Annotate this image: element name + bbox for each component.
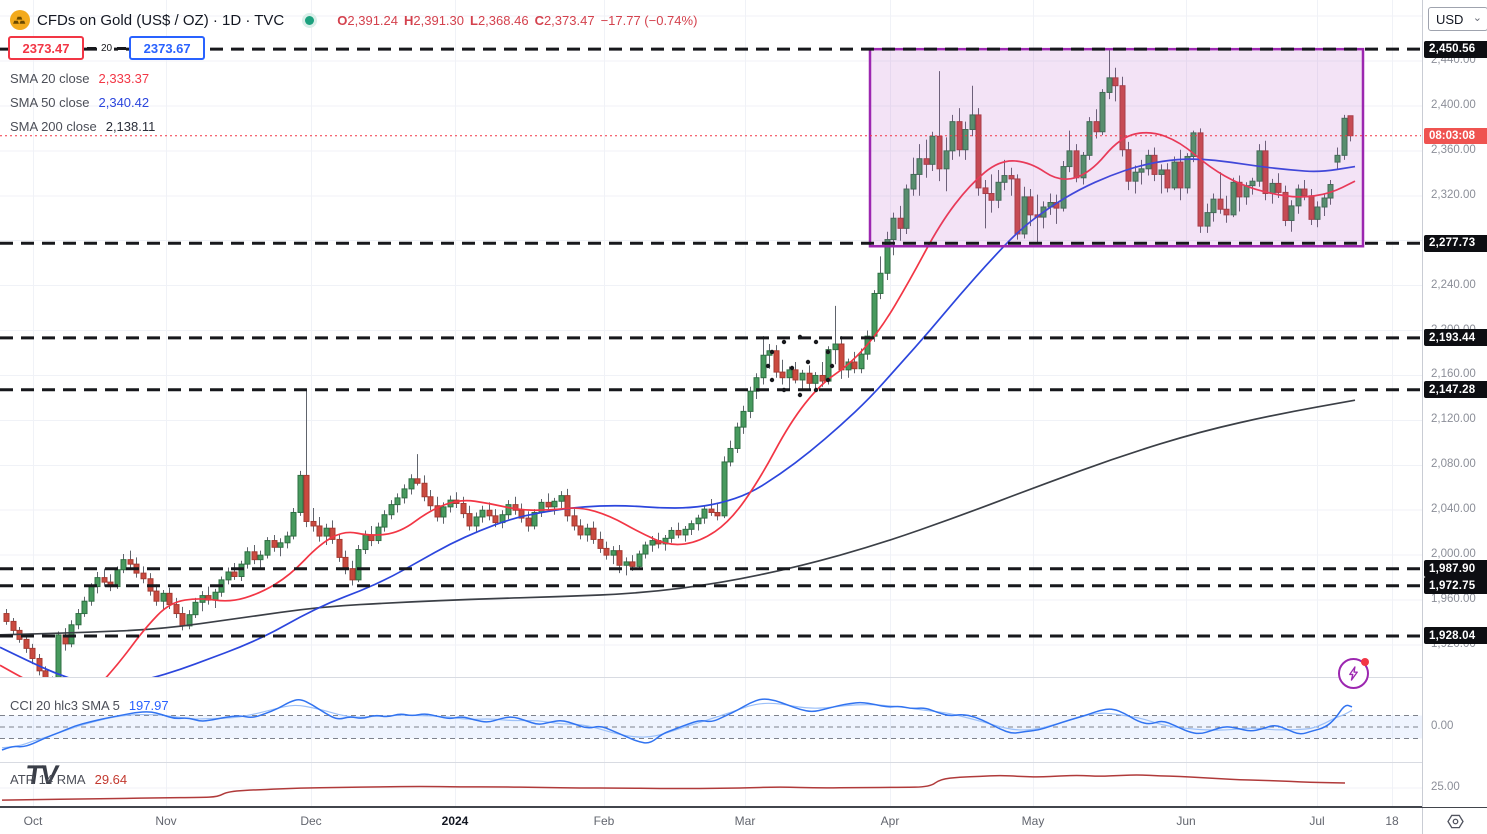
price-level-badge: 2,450.56 xyxy=(1424,40,1487,58)
atr-value: 29.64 xyxy=(94,771,128,787)
sma200-name: SMA 200 close xyxy=(10,118,97,134)
price-level-badge: 1,928.04 xyxy=(1424,627,1487,645)
price-scale[interactable]: USD ⌄ 2,440.00 2,400.00 2,360.00 2,320.00 2,… xyxy=(1422,0,1487,807)
sma20-name: SMA 20 close xyxy=(10,70,90,86)
cci-pane[interactable] xyxy=(0,698,1422,751)
high-label: H xyxy=(404,12,414,28)
time-tick-label: Feb xyxy=(593,814,615,828)
sma200-legend-row[interactable]: SMA 200 close 2,138.11 xyxy=(10,114,155,138)
hexagon-settings-icon xyxy=(1447,814,1464,828)
symbol-legend[interactable]: CFDs on Gold (US$ / OZ) · 1D · TVC O2,39… xyxy=(10,9,697,31)
time-axis-border xyxy=(0,806,1487,808)
time-tick-label: Apr xyxy=(880,814,900,828)
sma50-line xyxy=(0,158,1356,677)
buy-button[interactable]: 2373.67 xyxy=(129,36,206,60)
sma200-value: 2,138.11 xyxy=(105,118,156,134)
open-value: 2,391.24 xyxy=(347,12,398,28)
cci-legend-row[interactable]: CCI 20 hlc3 SMA 5 197.97 xyxy=(10,693,169,717)
market-status-icon[interactable] xyxy=(305,15,315,25)
gold-symbol-icon xyxy=(10,10,30,30)
spread-connector-right xyxy=(117,46,127,50)
cci-name: CCI 20 hlc3 SMA 5 xyxy=(10,697,120,713)
time-tick-label: Jul xyxy=(1309,814,1325,828)
price-tick-label: 2,240.00 xyxy=(1431,278,1476,291)
highlight-zone[interactable] xyxy=(868,47,1365,248)
high-value: 2,391.30 xyxy=(413,12,464,28)
time-tick-label: 18 xyxy=(1385,814,1399,828)
symbol-title[interactable]: CFDs on Gold (US$ / OZ) · 1D · TVC xyxy=(37,11,285,29)
time-tick-label: Nov xyxy=(155,814,177,828)
gridlines xyxy=(0,0,1422,806)
time-scale[interactable]: Oct Nov Dec 2024 Feb Mar Apr May Jun Jul 18 xyxy=(0,808,1487,834)
price-tick-label: 2,360.00 xyxy=(1431,143,1476,156)
price-level-badge: 1,987.90 xyxy=(1424,560,1487,578)
sma50-value: 2,340.42 xyxy=(98,94,150,110)
sell-button[interactable]: 2373.47 xyxy=(8,36,84,60)
time-tick-label: Mar xyxy=(734,814,756,828)
price-level-badge: 1,972.75 xyxy=(1424,577,1487,595)
price-tick-label: 2,000.00 xyxy=(1431,548,1476,561)
candlestick-chart[interactable] xyxy=(0,0,1422,807)
sma20-legend-row[interactable]: SMA 20 close 2,333.37 xyxy=(10,66,155,90)
close-value: 2,373.47 xyxy=(543,12,595,28)
open-label: O xyxy=(337,12,348,28)
price-level-lines[interactable] xyxy=(0,47,1421,638)
spread-connector-left xyxy=(87,46,96,50)
price-tick-label: 2,320.00 xyxy=(1431,188,1476,201)
price-tick-label: 2,400.00 xyxy=(1431,98,1476,111)
time-tick-label: Oct xyxy=(23,814,43,828)
atr-pane[interactable] xyxy=(1,774,1346,801)
atr-line xyxy=(1,774,1346,801)
currency-label: USD xyxy=(1436,11,1464,27)
close-label: C xyxy=(534,12,544,28)
price-pane[interactable] xyxy=(0,47,1365,697)
price-level-badge: 2,147.28 xyxy=(1424,381,1487,399)
price-tick-label: 2,120.00 xyxy=(1431,413,1476,426)
indicator-legend: SMA 20 close 2,333.37 SMA 50 close 2,340… xyxy=(10,66,155,138)
price-tick-label: 1,960.00 xyxy=(1431,593,1476,606)
spread-label: 20 xyxy=(99,42,115,54)
price-tick-label: 2,040.00 xyxy=(1431,503,1476,516)
atr-name: ATR 14 RMA xyxy=(10,771,86,787)
sma50-name: SMA 50 close xyxy=(10,94,90,110)
cci-value: 197.97 xyxy=(128,697,169,713)
atr-tick-label: 25.00 xyxy=(1431,781,1460,793)
price-level-badge: 2,277.73 xyxy=(1424,234,1487,252)
price-tick-label: 2,160.00 xyxy=(1431,368,1476,381)
sma20-line xyxy=(0,131,1356,677)
low-label: L xyxy=(470,12,478,28)
ohlc-values: O2,391.24 H2,391.30 L2,368.46 C2,373.47 … xyxy=(337,13,697,28)
low-value: 2,368.46 xyxy=(477,12,529,28)
time-tick-label: 2024 xyxy=(441,814,469,828)
bid-ask-widget: 2373.47 20 2373.67 xyxy=(8,36,206,60)
notification-dot xyxy=(1361,658,1369,666)
sma20-value: 2,333.37 xyxy=(98,70,150,86)
instant-trading-button[interactable] xyxy=(1338,658,1369,689)
price-tick-label: 2,080.00 xyxy=(1431,458,1476,471)
bar-countdown-badge: 08:03:08 xyxy=(1424,127,1487,144)
pane-separator-price-cci[interactable] xyxy=(0,677,1487,678)
currency-dropdown[interactable]: USD ⌄ xyxy=(1428,7,1487,31)
time-tick-label: Jun xyxy=(1176,814,1196,828)
chevron-down-icon: ⌄ xyxy=(1472,12,1482,24)
lightning-icon xyxy=(1349,666,1358,681)
price-level-badge: 2,193.44 xyxy=(1424,329,1487,347)
pane-separator-cci-atr[interactable] xyxy=(0,762,1487,763)
change-value: −17.77 (−0.74%) xyxy=(600,12,698,28)
time-tick-label: May xyxy=(1021,814,1045,828)
sma50-legend-row[interactable]: SMA 50 close 2,340.42 xyxy=(10,90,155,114)
cci-line xyxy=(1,698,1353,751)
time-tick-label: Dec xyxy=(300,814,322,828)
atr-legend-row[interactable]: ATR 14 RMA 29.64 xyxy=(10,767,127,791)
axis-corner[interactable] xyxy=(1422,808,1487,834)
cci-tick-label: 0.00 xyxy=(1431,720,1454,732)
